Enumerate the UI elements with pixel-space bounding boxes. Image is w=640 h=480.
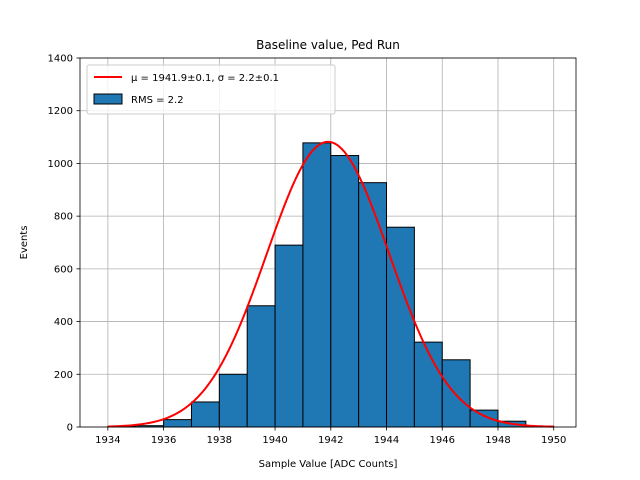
legend-histogram-swatch — [93, 93, 123, 105]
histogram-bar — [218, 373, 248, 428]
y-tick-label: 400 — [54, 317, 73, 328]
histogram-bar — [441, 359, 471, 428]
x-tick-label: 1950 — [541, 435, 566, 446]
legend-histogram-label: RMS = 2.2 — [131, 95, 184, 106]
histogram-bar — [163, 419, 192, 428]
histogram-bar — [469, 409, 499, 428]
histogram-bar — [330, 155, 360, 428]
x-tick-label: 1944 — [374, 435, 399, 446]
legend-fit-label: μ = 1941.9±0.1, σ = 2.2±0.1 — [131, 73, 279, 84]
x-tick-label: 1942 — [318, 435, 343, 446]
y-tick-label: 1000 — [48, 159, 73, 170]
histogram-bar — [246, 305, 276, 428]
chart-title: Baseline value, Ped Run — [256, 38, 400, 52]
x-axis-label: Sample Value [ADC Counts] — [259, 459, 398, 470]
histogram-bar — [413, 341, 443, 428]
histogram-bar — [274, 244, 304, 428]
y-tick-label: 1400 — [48, 54, 73, 65]
x-tick-label: 1946 — [430, 435, 455, 446]
x-tick-label: 1948 — [485, 435, 510, 446]
x-tick-label: 1938 — [207, 435, 232, 446]
legend-box — [86, 64, 336, 115]
y-tick-label: 200 — [54, 370, 73, 381]
y-tick-label: 600 — [54, 264, 73, 275]
y-axis-label: Events — [19, 226, 30, 260]
histogram-bar — [190, 401, 220, 428]
y-axis-ticks: 0 200 400 600 800 1000 1200 1400 — [48, 54, 80, 434]
histogram-bars — [107, 142, 555, 428]
x-tick-label: 1940 — [262, 435, 287, 446]
x-tick-label: 1934 — [95, 435, 120, 446]
y-tick-label: 1200 — [48, 106, 73, 117]
plot-frame — [79, 57, 577, 428]
fit-curve-path — [107, 140, 554, 428]
histogram-bar — [302, 142, 332, 428]
fit-curve — [107, 140, 554, 428]
legend: μ = 1941.9±0.1, σ = 2.2±0.1 RMS = 2.2 — [86, 64, 336, 115]
x-tick-label: 1936 — [151, 435, 176, 446]
y-tick-label: 0 — [67, 423, 73, 434]
y-tick-label: 800 — [54, 212, 73, 223]
histogram-bar — [358, 182, 388, 428]
x-axis-ticks: 1934 1936 1938 1940 1942 1944 1946 1948 1950 — [95, 427, 566, 446]
